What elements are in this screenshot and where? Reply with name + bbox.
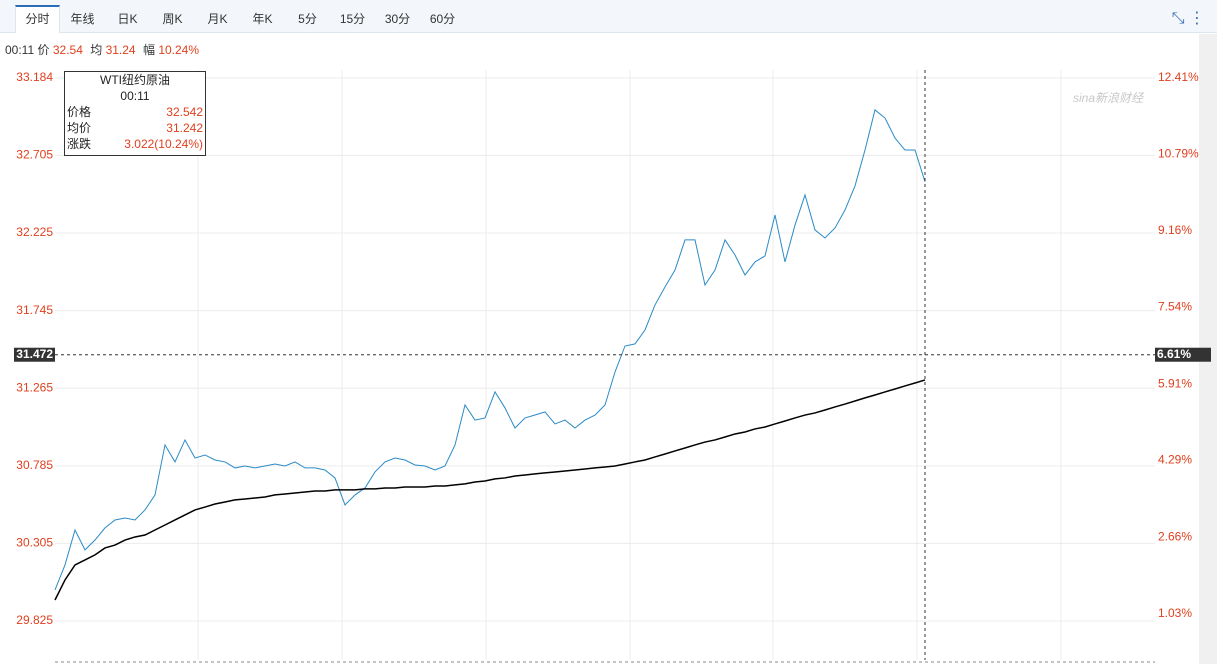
y-tick-label: 31.265 bbox=[16, 380, 53, 394]
toolbar: 分时 年线 日K 周K 月K 年K 5分 15分 30分 60分 ⤡ ⋮ bbox=[0, 0, 1217, 33]
watermark: sina新浪财经 bbox=[1073, 91, 1145, 105]
tooltip-rows: 价格 32.542 均价 31.242 涨跌 3.022(10.24%) bbox=[65, 104, 205, 152]
info-label: 均 bbox=[90, 43, 103, 57]
y2-tick-label: 1.03% bbox=[1158, 606, 1192, 620]
tooltip-label: 涨跌 bbox=[67, 137, 92, 151]
tooltip-row: 涨跌 3.022(10.24%) bbox=[65, 136, 205, 152]
tooltip-value: 3.022(10.24%) bbox=[124, 137, 203, 151]
tooltip-time: 00:11 bbox=[120, 89, 150, 103]
y2-tick-label: 12.41% bbox=[1158, 70, 1199, 84]
y-tick-label: 33.184 bbox=[16, 70, 53, 84]
tab[interactable]: 月K bbox=[207, 12, 228, 26]
tooltip-label: 均价 bbox=[67, 121, 92, 135]
tooltip-row: 均价 31.242 bbox=[65, 120, 205, 136]
y-tick-label: 30.305 bbox=[16, 536, 53, 550]
crosshair-label-bg bbox=[1155, 347, 1211, 362]
info-value: 32.54 bbox=[52, 43, 83, 57]
info-label: 价 bbox=[37, 43, 50, 57]
y2-tick-label: 5.91% bbox=[1158, 376, 1192, 390]
tooltip-title: WTI纽约原油 bbox=[100, 73, 170, 87]
tooltip: WTI纽约原油 00:11 价格 32.542 均价 31.242 涨跌 3.022(10… bbox=[64, 71, 206, 156]
info-value: 31.24 bbox=[105, 43, 136, 57]
tab[interactable]: 5分 bbox=[298, 12, 317, 26]
y-tick-label: 29.825 bbox=[16, 613, 53, 627]
tooltip-label: 价格 bbox=[67, 105, 92, 119]
tab[interactable]: 15分 bbox=[339, 12, 366, 26]
tab[interactable]: 分时 bbox=[15, 5, 60, 33]
tab[interactable]: 30分 bbox=[384, 12, 411, 26]
series-line bbox=[54, 109, 926, 591]
info-label: 幅 bbox=[142, 43, 155, 57]
tab[interactable]: 60分 bbox=[429, 12, 456, 26]
y2-tick-label: 10.79% bbox=[1158, 146, 1199, 160]
y-tick-label: 32.705 bbox=[16, 148, 53, 162]
info-time: 00:11 bbox=[5, 43, 35, 57]
crosshair-label: 6.61% bbox=[1157, 347, 1191, 361]
tab[interactable]: 日K bbox=[117, 12, 138, 26]
y2-tick-label: 9.16% bbox=[1158, 223, 1192, 237]
info-line: 00:11 价 32.54 均 31.24 幅 10.24% bbox=[5, 41, 203, 58]
tab[interactable]: 年线 bbox=[70, 12, 95, 26]
y2-tick-label: 2.66% bbox=[1158, 529, 1192, 543]
info-value: 10.24% bbox=[158, 43, 200, 57]
y-tick-label: 30.785 bbox=[16, 458, 53, 472]
tooltip-value: 31.242 bbox=[166, 121, 203, 135]
y2-tick-label: 7.54% bbox=[1158, 300, 1192, 314]
crosshair-label-bg bbox=[14, 347, 55, 362]
series-line bbox=[54, 379, 926, 601]
y2-tick-label: 4.29% bbox=[1158, 453, 1192, 467]
tooltip-row: 价格 32.542 bbox=[65, 104, 205, 120]
y-tick-label: 32.225 bbox=[16, 225, 53, 239]
y-tick-label: 31.745 bbox=[16, 303, 53, 317]
tabs: 分时 年线 日K 周K 月K 年K 5分 15分 30分 60分 bbox=[15, 5, 465, 33]
toolbar-icons[interactable]: ⤡ ⋮ bbox=[1171, 10, 1205, 27]
tab[interactable]: 周K bbox=[162, 12, 183, 26]
tooltip-value: 32.542 bbox=[166, 105, 203, 119]
tab[interactable]: 年K bbox=[252, 12, 273, 26]
crosshair-label: 31.472 bbox=[16, 347, 53, 361]
